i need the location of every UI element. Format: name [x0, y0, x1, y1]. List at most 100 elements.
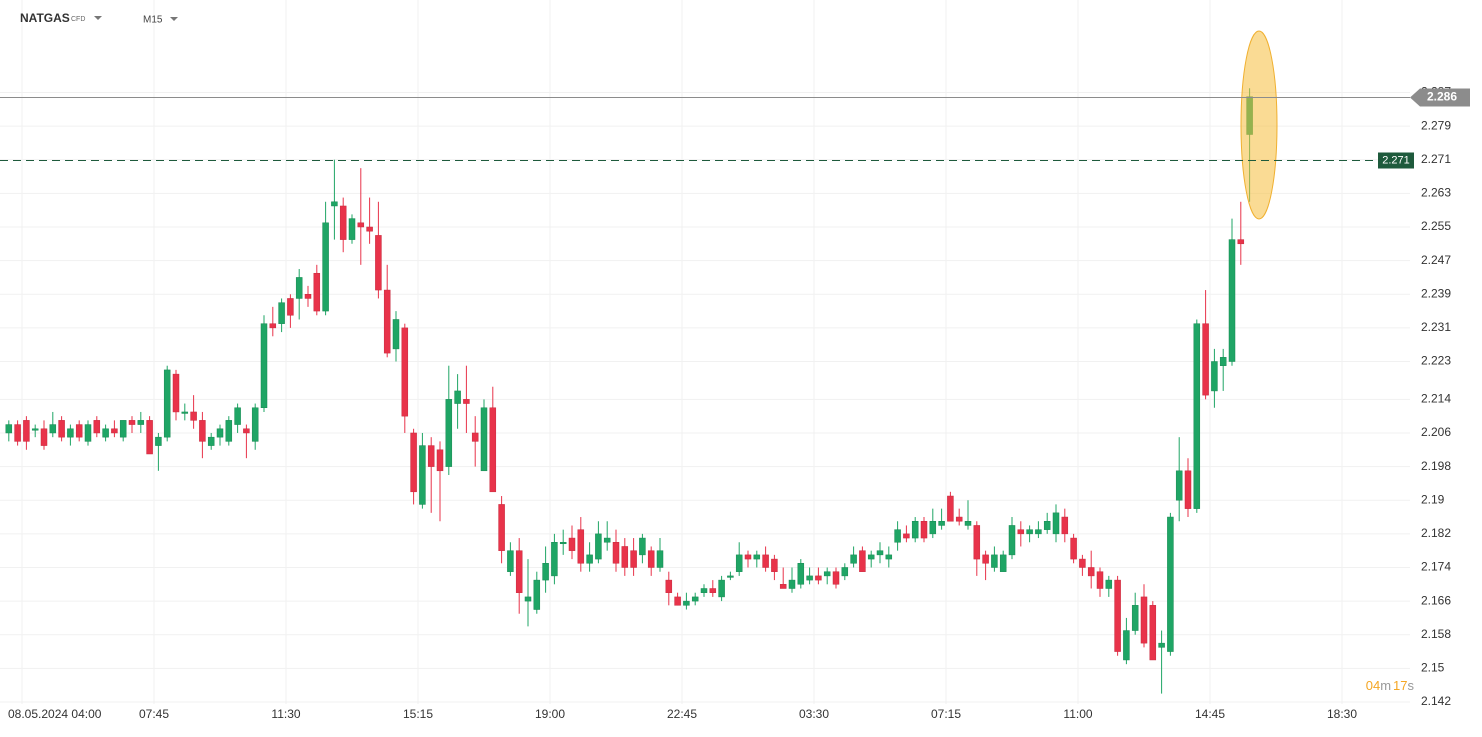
candle-body	[31, 428, 39, 431]
candle-body	[1079, 558, 1086, 568]
candle-body	[647, 550, 655, 568]
candle-body	[947, 495, 954, 522]
candle-body	[630, 550, 637, 568]
candle-body	[1237, 239, 1245, 245]
candle-body	[841, 567, 849, 577]
candle-body	[709, 588, 717, 593]
candle-body	[920, 520, 928, 539]
candle-body	[243, 428, 250, 434]
candle-body	[929, 520, 937, 535]
candle-body	[621, 546, 629, 568]
y-tick-label: 2.142	[1421, 694, 1451, 708]
candle-body	[894, 529, 901, 543]
candle-body	[1158, 642, 1165, 648]
candle-body	[797, 563, 805, 585]
y-tick-label: 2.239	[1421, 286, 1451, 300]
y-tick-label: 2.174	[1421, 560, 1451, 574]
candle-body	[1008, 525, 1016, 556]
x-tick-label: 22:45	[667, 707, 697, 721]
candle-body	[102, 428, 109, 438]
candle-body	[366, 226, 373, 232]
symbol[interactable]: NATGAS	[20, 11, 70, 25]
candle-body	[1184, 470, 1192, 509]
candle-body	[1131, 605, 1139, 631]
candle-body	[806, 575, 813, 581]
candle-body	[1026, 529, 1033, 535]
candle-body	[172, 373, 180, 413]
candle-body	[1017, 529, 1025, 535]
candle-body	[58, 420, 65, 438]
candle-body	[269, 323, 277, 329]
candle-body	[753, 554, 761, 560]
candle-body	[903, 533, 910, 539]
candle-body	[612, 542, 620, 564]
x-tick-label: 18:30	[1327, 707, 1357, 721]
candle-body	[49, 424, 57, 434]
candle-body	[216, 428, 224, 438]
timeframe-dropdown[interactable]	[170, 17, 178, 21]
candle-body	[1035, 529, 1042, 535]
candle-body	[595, 533, 602, 560]
candle-body	[199, 420, 206, 442]
candle-body	[859, 550, 866, 572]
candle-body	[955, 516, 963, 522]
candle-body	[911, 520, 919, 539]
y-tick-label: 2.231	[1421, 320, 1451, 334]
countdown: 04m 17s	[1366, 678, 1415, 693]
candle-body	[568, 537, 576, 551]
candle-body	[119, 420, 127, 438]
candle-body	[190, 411, 197, 421]
candle-body	[744, 554, 752, 560]
instrument-type: CFD	[71, 16, 85, 23]
candle-body	[982, 554, 989, 564]
candle-body	[507, 550, 514, 572]
candle-body	[480, 407, 488, 472]
candle-body	[383, 289, 391, 354]
candle-body	[718, 579, 725, 598]
candle-body	[603, 537, 611, 543]
x-tick-label: 11:30	[271, 707, 300, 721]
candle-body	[1149, 605, 1157, 661]
candle-body	[375, 235, 382, 291]
candle-body	[137, 420, 145, 425]
y-tick-label: 2.182	[1421, 526, 1451, 540]
highlight-ellipse	[1240, 30, 1278, 220]
candles	[5, 88, 1253, 694]
price-tag-label: 2.271	[1382, 154, 1410, 166]
candle-body	[1061, 516, 1069, 535]
y-tick-label: 2.223	[1421, 354, 1451, 368]
candle-body	[938, 520, 945, 526]
candle-body	[832, 571, 840, 585]
candle-body	[964, 520, 972, 526]
candle-body	[823, 571, 831, 577]
candle-body	[559, 542, 567, 545]
candle-body	[128, 420, 136, 425]
y-tick-label: 2.19	[1421, 492, 1445, 506]
overlay: 2.286 2.271	[0, 88, 1470, 169]
candle-body	[498, 504, 505, 551]
candle-body	[1070, 537, 1077, 560]
candle-body	[551, 542, 558, 577]
candle-body	[524, 596, 532, 602]
candle-body	[251, 407, 259, 442]
candle-body	[234, 407, 241, 425]
y-tick-label: 2.166	[1421, 593, 1451, 607]
candle-body	[665, 579, 673, 593]
candle-body	[735, 554, 743, 572]
candle-body	[999, 554, 1007, 572]
candle-body	[357, 222, 365, 228]
candle-body	[1114, 579, 1121, 652]
timeframe[interactable]: M15	[143, 15, 163, 26]
candle-body	[515, 550, 523, 593]
symbol-dropdown[interactable]	[94, 16, 102, 20]
x-tick-label: 19:00	[535, 707, 565, 721]
y-tick-label: 2.206	[1421, 425, 1451, 439]
y-tick-label: 2.198	[1421, 459, 1451, 473]
candle-body	[815, 575, 822, 581]
candle-body	[1202, 323, 1209, 396]
candle-body	[401, 327, 409, 417]
candle-body	[295, 277, 303, 299]
candle-body	[1219, 357, 1227, 366]
